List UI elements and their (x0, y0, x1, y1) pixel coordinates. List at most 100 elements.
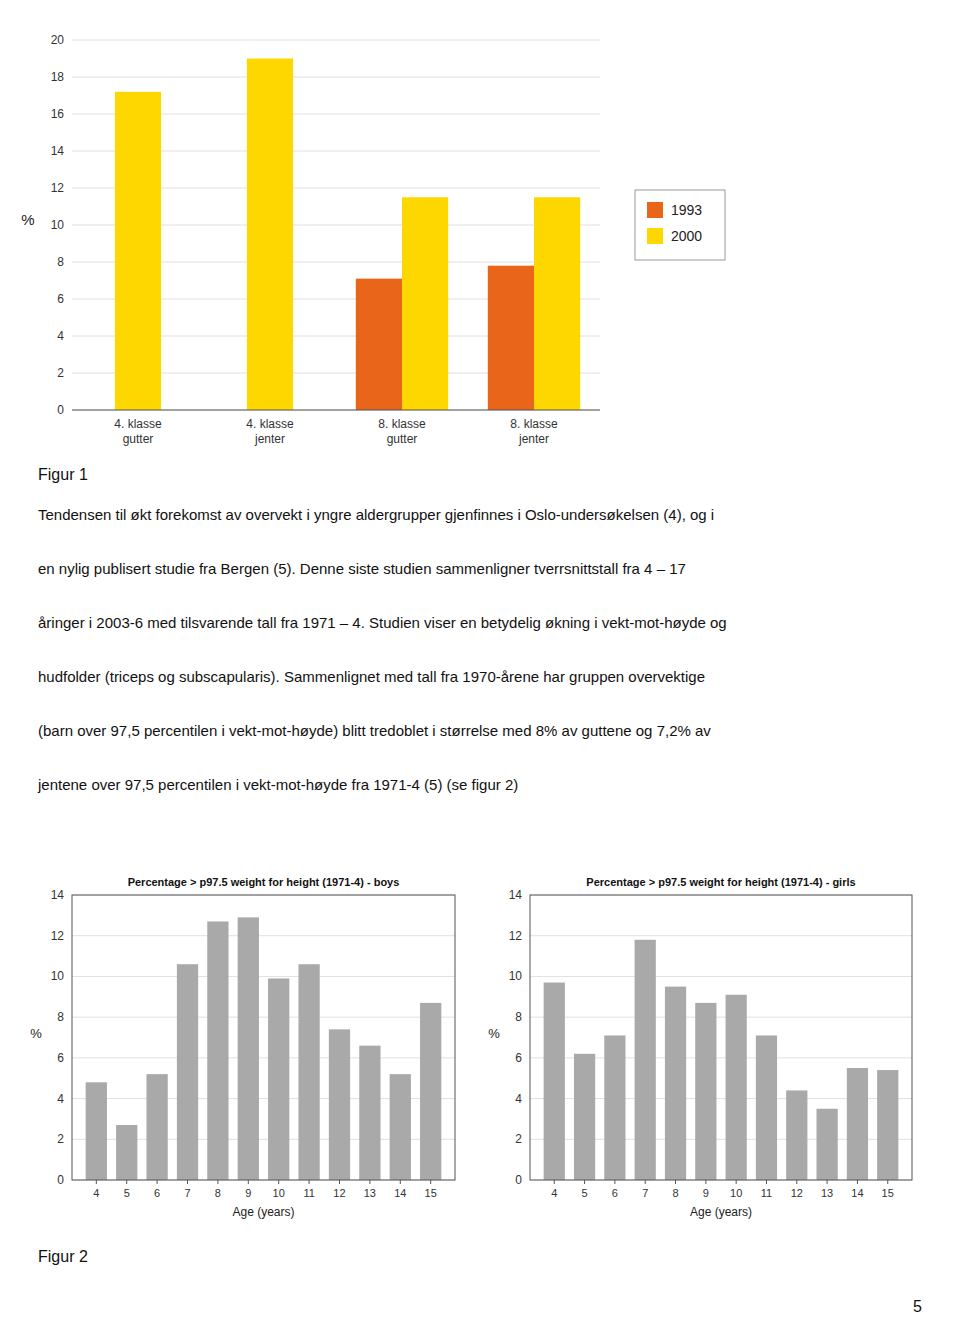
y-tick-label: 6 (515, 1051, 522, 1065)
x-tick (278, 1180, 279, 1184)
bar (604, 1035, 625, 1180)
bar (574, 1054, 595, 1180)
x-tick (554, 1180, 555, 1184)
x-tick-label: 9 (703, 1187, 709, 1199)
y-tick-label: 4 (57, 329, 64, 343)
y-tick-label: 2 (57, 366, 64, 380)
x-tick (766, 1180, 767, 1184)
x-tick-label: 11 (303, 1187, 314, 1199)
y-tick-label: 0 (57, 403, 64, 417)
x-tick (736, 1180, 737, 1184)
grid-line (530, 976, 912, 977)
bar (420, 1003, 441, 1180)
x-tick-label-line: jenter (254, 432, 285, 446)
x-tick-label: 4 (551, 1187, 557, 1199)
y-tick-label: 12 (51, 929, 65, 943)
y-tick-label: 4 (57, 1092, 64, 1106)
y-tick-label: 12 (509, 929, 523, 943)
x-tick (796, 1180, 797, 1184)
y-tick-label: 8 (515, 1010, 522, 1024)
x-tick-label: 14 (851, 1187, 863, 1199)
x-tick (217, 1180, 218, 1184)
bar (402, 197, 448, 410)
bars (115, 59, 580, 411)
bar (207, 921, 228, 1180)
bar (756, 1035, 777, 1180)
grid-line (72, 77, 600, 78)
x-tick-label: 8. klassegutter (378, 417, 426, 446)
x-tick (248, 1180, 249, 1184)
x-tick-label-line: 8. klasse (378, 417, 426, 431)
x-tick-label: 6 (612, 1187, 618, 1199)
x-tick-label-line: 4. klasse (114, 417, 162, 431)
y-tick-label: 6 (57, 292, 64, 306)
grid-line (72, 976, 455, 977)
x-axis-label: Age (years) (232, 1205, 294, 1219)
paragraph-line: åringer i 2003-6 med tilsvarende tall fr… (38, 614, 727, 631)
bar (665, 987, 686, 1180)
y-tick-label: 2 (515, 1132, 522, 1146)
y-axis-label: % (21, 211, 34, 228)
x-tick-label: 9 (245, 1187, 251, 1199)
grid-line (72, 935, 455, 936)
x-tick (369, 1180, 370, 1184)
x-tick-label: 4. klassejenter (246, 417, 294, 446)
bar (329, 1029, 350, 1180)
y-tick-label: 8 (57, 255, 64, 269)
figure-label: Figur 1 (38, 466, 88, 483)
x-tick-label: 4. klassegutter (114, 417, 162, 446)
bar (238, 917, 259, 1180)
y-tick-label: 0 (515, 1173, 522, 1187)
x-tick-label: 15 (882, 1187, 894, 1199)
legend: 1993 2000 (635, 190, 725, 260)
bar (726, 995, 747, 1180)
x-axis-label: Age (years) (690, 1205, 752, 1219)
x-tick-label: 8 (215, 1187, 221, 1199)
x-axis-line (72, 410, 600, 411)
bar (86, 1082, 107, 1180)
x-tick (187, 1180, 188, 1184)
bars (86, 917, 442, 1180)
x-tick (157, 1180, 158, 1184)
y-tick-label: 16 (51, 107, 65, 121)
y-tick-label: 2 (57, 1132, 64, 1146)
chart-title: Percentage > p97.5 weight for height (19… (586, 876, 855, 888)
x-tick-label: 5 (124, 1187, 130, 1199)
bar (877, 1070, 898, 1180)
legend-box (635, 190, 725, 260)
chart-grouped-bar: 02468101214161820%4. klassegutter4. klas… (21, 33, 725, 446)
x-tick (827, 1180, 828, 1184)
bar (390, 1074, 411, 1180)
chart-bar: 02468101214456789101112131415Percentage … (30, 876, 455, 1219)
y-tick-label: 14 (51, 144, 65, 158)
y-tick-label: 12 (51, 181, 65, 195)
x-tick (584, 1180, 585, 1184)
chart-title: Percentage > p97.5 weight for height (19… (128, 876, 400, 888)
y-tick-label: 14 (51, 888, 65, 902)
grid-line (530, 935, 912, 936)
bar (268, 978, 289, 1180)
x-tick (705, 1180, 706, 1184)
x-tick-label: 10 (730, 1187, 742, 1199)
x-tick-label: 5 (582, 1187, 588, 1199)
x-tick-label: 10 (273, 1187, 285, 1199)
x-tick-label: 13 (821, 1187, 833, 1199)
legend-entry: 1993 (671, 202, 702, 218)
x-tick (339, 1180, 340, 1184)
x-tick-label: 14 (394, 1187, 406, 1199)
x-tick (126, 1180, 127, 1184)
paragraph-line: Tendensen til økt forekomst av overvekt … (38, 506, 714, 523)
x-tick-label: 8. klassejenter (510, 417, 558, 446)
legend-entry: 2000 (671, 228, 702, 244)
paragraph-line: jentene over 97,5 percentilen i vekt-mot… (37, 776, 518, 793)
bar (298, 964, 319, 1180)
bar (847, 1068, 868, 1180)
bar (635, 940, 656, 1180)
x-tick-label: 12 (791, 1187, 803, 1199)
y-tick-label: 18 (51, 70, 65, 84)
x-tick (675, 1180, 676, 1184)
x-tick-label-line: 4. klasse (246, 417, 294, 431)
y-tick-label: 10 (51, 969, 65, 983)
page-number: 5 (913, 1298, 922, 1315)
grid-line (72, 40, 600, 41)
